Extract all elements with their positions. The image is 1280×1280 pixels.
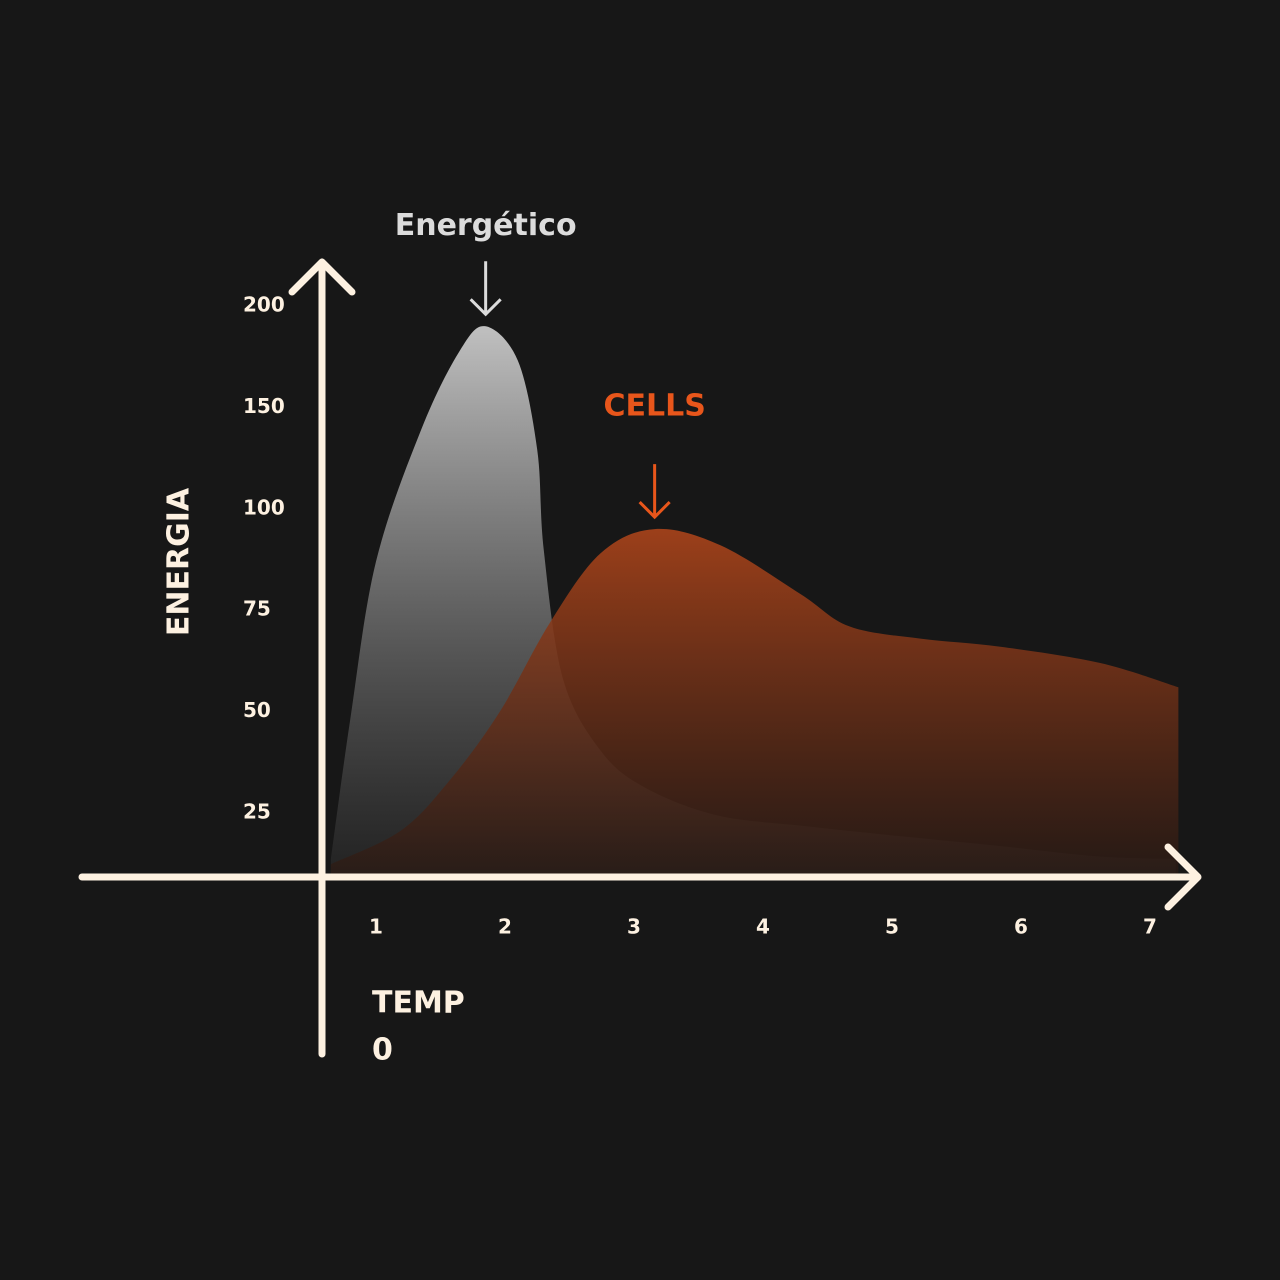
series-label: CELLS — [603, 389, 705, 424]
y-axis-label: ENERGIA — [162, 487, 197, 636]
y-tick-label: 200 — [243, 293, 285, 317]
y-axis — [288, 258, 356, 1058]
x-axis-label: TEMP — [372, 986, 465, 1021]
x-tick-label: 1 — [369, 915, 383, 939]
x-tick-label: 5 — [885, 915, 899, 939]
plot-area — [330, 326, 1179, 878]
y-tick-label: 50 — [243, 698, 271, 722]
label-arrow — [469, 261, 502, 317]
area — [330, 528, 1179, 877]
series-label: Energético — [395, 208, 577, 243]
x-axis — [78, 843, 1202, 911]
y-tick-label: 75 — [243, 597, 271, 621]
x-tick-label: 6 — [1014, 915, 1028, 939]
origin-label: 0 — [372, 1033, 393, 1068]
label-arrow — [638, 464, 671, 520]
x-tick-label: 7 — [1143, 915, 1157, 939]
x-tick-label: 3 — [627, 915, 641, 939]
x-tick-label: 2 — [498, 915, 512, 939]
x-tick-label: 4 — [756, 915, 770, 939]
y-tick-label: 100 — [243, 495, 285, 519]
y-tick-label: 25 — [243, 800, 271, 824]
y-tick-label: 150 — [243, 394, 285, 418]
